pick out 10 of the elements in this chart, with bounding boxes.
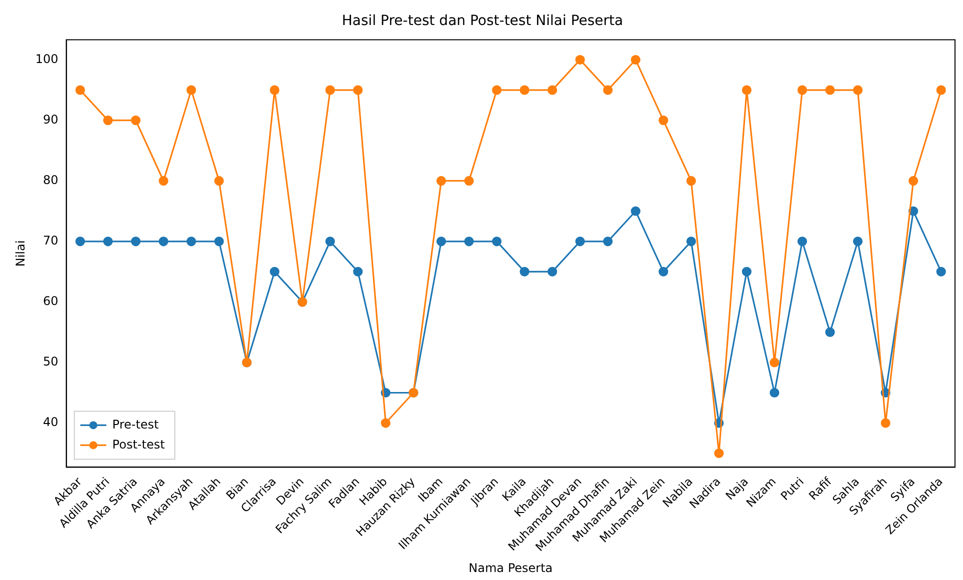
y-tick-label: 70 bbox=[43, 234, 58, 248]
y-axis-title: Nilai bbox=[13, 240, 28, 267]
chart-title: Hasil Pre-test dan Post-test Nilai Peserta bbox=[342, 13, 624, 30]
y-tick-label: 40 bbox=[43, 415, 58, 430]
y-tick-label: 90 bbox=[43, 112, 58, 126]
y-tick-label: 60 bbox=[43, 294, 58, 308]
y-tick-label: 100 bbox=[35, 52, 58, 66]
y-tick-label: 50 bbox=[43, 354, 58, 369]
y-tick-label: 80 bbox=[43, 172, 58, 187]
x-axis-title: Nama Peserta bbox=[468, 560, 553, 575]
